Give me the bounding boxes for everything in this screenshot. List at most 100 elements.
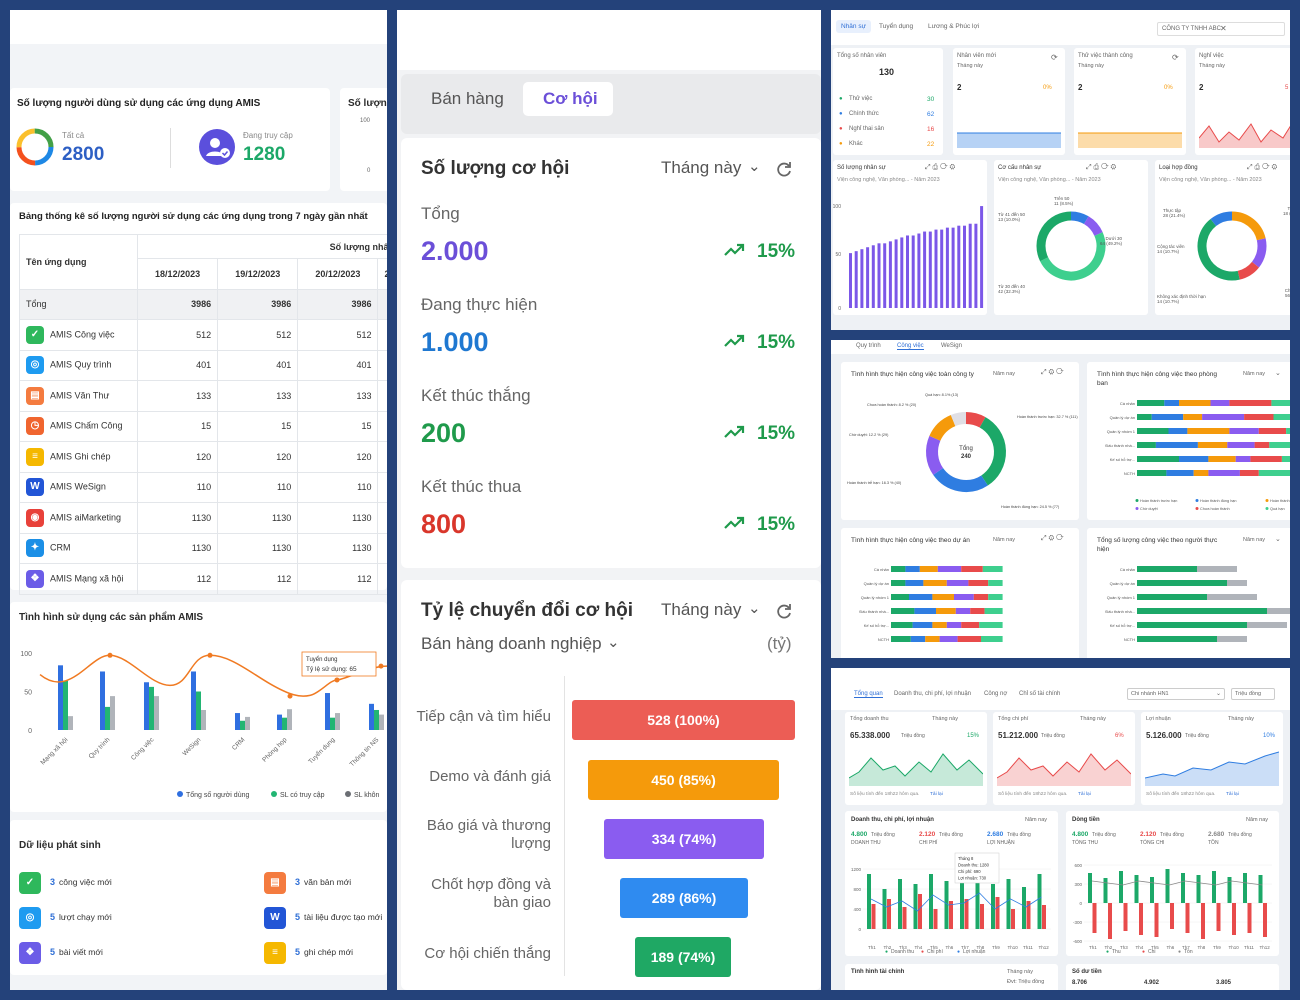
kpi-title: Tổng chi phí (998, 716, 1029, 722)
chart-title: Số lượng nhân sự (837, 165, 886, 171)
branch-select[interactable]: Chi nhánh HN1 ⌄ (1127, 688, 1225, 700)
toolbar-icons[interactable]: ⌄ (1275, 370, 1281, 377)
tab-tasks[interactable]: Công việc (897, 343, 924, 350)
summary-value: 2.120 (1140, 831, 1157, 838)
chevron-down-icon[interactable]: ⌄ (748, 600, 761, 617)
funnel-bar[interactable]: 334 (74%) (604, 819, 764, 859)
toolbar-icons[interactable]: ⤢ ⎙ ⟳ ⚙ (1247, 164, 1278, 171)
table-row: ≡ AMIS Ghi chép 120 120 120 (19, 441, 387, 473)
refresh-icon[interactable] (775, 160, 793, 178)
refresh-icon[interactable]: ⟳ (1172, 53, 1179, 62)
bar-segment (910, 636, 926, 642)
company-chip[interactable]: CÔNG TY TNHH ABC ✕ (1157, 22, 1285, 36)
tab-process[interactable]: Quy trình (856, 343, 881, 349)
period-select[interactable]: Năm nay (1246, 817, 1269, 823)
period-select[interactable]: Năm nay (1025, 817, 1048, 823)
side-card: Số lượng 100 0 (340, 88, 387, 191)
segment-select[interactable]: Bán hàng doanh nghiệp (421, 634, 602, 653)
tab-ratios[interactable]: Chỉ số tài chính (1019, 691, 1061, 697)
toolbar-icons[interactable]: ⤢ ⎙ ⟳ ⚙ (925, 164, 956, 171)
period-select[interactable]: Năm nay (1243, 537, 1266, 543)
metric-label: Tổng (421, 204, 460, 223)
work-chart-card: Tổng số lượng công việc theo người thực … (1087, 528, 1290, 658)
bar-inflow (1088, 873, 1092, 903)
donut-center-value: 240 (961, 454, 972, 460)
trend-up-icon (723, 242, 745, 263)
tab-salary[interactable]: Lương & Phúc lợi (928, 23, 980, 30)
bar (871, 245, 875, 308)
close-icon[interactable]: ✕ (1220, 24, 1227, 33)
funnel-bar[interactable]: 189 (74%) (635, 937, 731, 977)
metric-value: 2.000 (421, 236, 489, 266)
total-value: 2800 (62, 144, 105, 165)
summary-value: 2.680 (987, 831, 1004, 838)
x-tick: Th3 (899, 945, 907, 950)
period-select[interactable]: Năm nay (1243, 371, 1266, 377)
bar (963, 225, 966, 308)
bar-access (374, 709, 379, 730)
period-select[interactable]: Tháng này (1228, 716, 1254, 722)
breakdown-label: Nghỉ thai sản (849, 126, 885, 132)
cell: 112 (217, 563, 299, 595)
chevron-down-icon[interactable]: ⌄ (607, 634, 620, 651)
toolbar-icons[interactable]: ⤢ ⚙ ⟳ (1041, 369, 1064, 376)
line-point (207, 652, 213, 658)
refresh-icon[interactable] (775, 602, 793, 620)
trend-up-icon (723, 333, 745, 354)
y-tick: 300 (1074, 882, 1082, 887)
toolbar-icons[interactable]: ⌄ (1275, 536, 1281, 543)
row-label: Kế số hỗ trợ... (1110, 457, 1135, 462)
tab-revenue[interactable]: Doanh thu, chi phí, lợi nhuận (894, 691, 971, 697)
tab-recruit[interactable]: Tuyển dụng (879, 23, 914, 30)
kpi-unit: Triệu đồng (1185, 733, 1209, 739)
tab-opps[interactable]: Cơ hội (523, 82, 613, 116)
period-select[interactable]: Tháng này (932, 716, 958, 722)
unit-select[interactable]: Triệu đồng (1231, 688, 1275, 700)
toolbar-icons[interactable]: ⤢ ⚙ ⟳ (1041, 535, 1064, 542)
users-card: Số lượng người dùng sử dụng các ứng dụng… (10, 88, 330, 191)
period-select[interactable]: Tháng này (1007, 969, 1033, 975)
period-select[interactable]: Tháng này (957, 63, 983, 69)
app-name-cell: ✓ AMIS Công việc (19, 319, 138, 351)
bar (968, 223, 972, 308)
bar (957, 225, 961, 308)
bar-cost (949, 901, 953, 929)
kpi-sparkline (1078, 132, 1182, 148)
chevron-down-icon[interactable]: ⌄ (748, 158, 761, 175)
period-select[interactable]: Tháng này (661, 158, 742, 177)
metric-label: Kết thúc thua (421, 477, 522, 496)
funnel-bar[interactable]: 528 (100%) (572, 700, 795, 740)
tab-hr[interactable]: Nhân sự (836, 20, 871, 33)
toolbar-icons[interactable]: ⤢ ⎙ ⟳ ⚙ (1086, 164, 1117, 171)
funnel-stage-label: Demo và đánh giá (429, 768, 551, 785)
kpi-title: Tổng doanh thu (850, 716, 889, 722)
funnel-bar[interactable]: 289 (86%) (620, 878, 748, 918)
bar-access (149, 686, 154, 730)
reload-link[interactable]: Tải lại (1078, 792, 1091, 797)
tab-overview[interactable]: Tổng quan (854, 691, 883, 698)
period-select[interactable]: Tháng này (1199, 63, 1225, 69)
cell: 133 (297, 380, 379, 412)
metric-change: 15% (757, 241, 796, 262)
tab-wesign[interactable]: WeSign (941, 343, 962, 349)
tab-debt[interactable]: Công nợ (984, 691, 1008, 697)
bar-segment (1258, 428, 1287, 434)
cell: 1130 (297, 532, 379, 564)
cell: 133 (217, 380, 299, 412)
period-select[interactable]: Năm nay (993, 537, 1016, 543)
reload-link[interactable]: Tải lại (1226, 792, 1239, 797)
period-select[interactable]: Tháng này (1078, 63, 1104, 69)
refresh-icon[interactable]: ⟳ (1051, 53, 1058, 62)
period-select[interactable]: Năm nay (993, 371, 1016, 377)
period-select[interactable]: Tháng này (1080, 716, 1106, 722)
cell: 401 (217, 349, 299, 381)
slice-label: Trên 50 11 (8.5%) (1054, 196, 1074, 206)
tab-sales[interactable]: Bán hàng (431, 89, 504, 108)
bar-segment (1137, 608, 1267, 614)
donut-slice (933, 467, 988, 492)
app-name-cell: W AMIS WeSign (19, 471, 138, 503)
x-tick: Công việc (130, 736, 156, 762)
funnel-bar[interactable]: 450 (85%) (588, 760, 779, 800)
conv-period-select[interactable]: Tháng này (661, 600, 742, 619)
reload-link[interactable]: Tải lại (930, 792, 943, 797)
